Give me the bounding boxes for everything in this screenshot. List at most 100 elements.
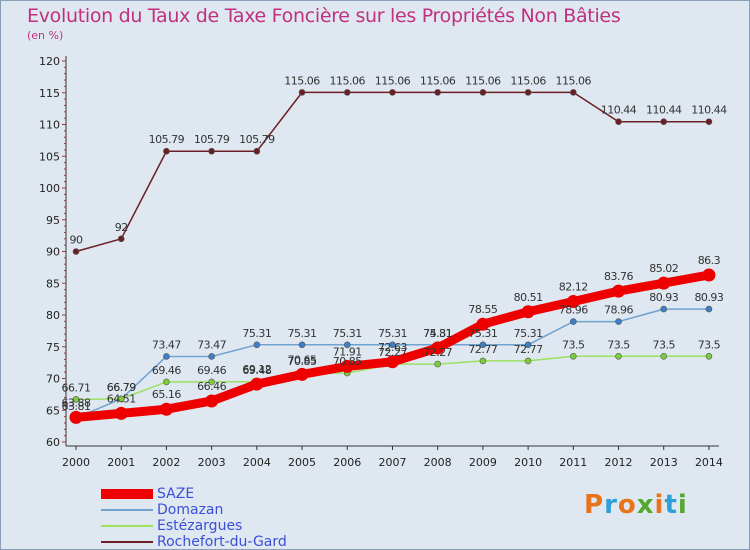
rochefort-du-gard-data-label: 105.79: [149, 133, 185, 146]
legend-item: Domazan: [101, 501, 224, 518]
chart-title: Evolution du Taux de Taxe Foncière sur l…: [27, 5, 621, 27]
rochefort-du-gard-point: [163, 147, 170, 155]
logo-letter: i: [654, 490, 665, 520]
domazan-point: [524, 341, 532, 349]
rochefort-du-gard-data-label: 115.06: [330, 74, 366, 87]
domazan-data-label: 73.47: [197, 338, 226, 351]
rochefort-du-gard-data-label: 90: [70, 234, 83, 247]
y-tick-label: 90: [46, 246, 60, 259]
y-tick-label: 115: [39, 87, 60, 100]
saze-data-label: 69.12: [242, 363, 271, 376]
saze-data-label: 83.76: [604, 270, 633, 283]
rochefort-du-gard-data-label: 110.44: [601, 104, 637, 117]
rochefort-du-gard-point: [660, 118, 668, 126]
domazan-data-label: 78.96: [604, 304, 633, 317]
domazan-data-label: 75.31: [288, 327, 317, 340]
estezargues-point: [479, 357, 487, 365]
legend-swatch: [101, 540, 153, 543]
x-tick-label: 2012: [605, 456, 633, 469]
saze-data-label: 70.65: [288, 353, 317, 366]
estezargues-data-label: 69.46: [197, 364, 226, 377]
saze-data-label: 71.91: [333, 345, 362, 358]
x-tick-label: 2007: [378, 456, 406, 469]
estezargues-point: [163, 378, 170, 386]
x-tick-label: 2001: [107, 456, 135, 469]
saze-point: [431, 341, 445, 355]
rochefort-du-gard-data-label: 115.06: [510, 74, 546, 87]
rochefort-du-gard-point: [524, 89, 532, 96]
y-tick-label: 75: [46, 341, 60, 354]
rochefort-du-gard-point: [253, 147, 261, 155]
saze-data-label: 80.51: [514, 291, 543, 304]
rochefort-du-gard-point: [479, 89, 487, 96]
y-tick-label: 70: [46, 373, 60, 386]
legend-item: Estézargues: [101, 517, 243, 534]
x-tick-label: 2004: [243, 456, 271, 469]
rochefort-du-gard-point: [434, 89, 441, 96]
rochefort-du-gard-data-label: 105.79: [239, 133, 275, 146]
domazan-point: [163, 353, 170, 360]
domazan-data-label: 75.31: [514, 327, 543, 340]
saze-data-label: 86.3: [698, 254, 721, 267]
saze-data-label: 66.46: [197, 380, 226, 393]
y-tick-label: 105: [39, 150, 60, 163]
rochefort-du-gard-point: [72, 248, 80, 255]
saze-point: [612, 284, 626, 298]
domazan-point: [660, 305, 668, 313]
y-tick-label: 95: [46, 214, 60, 227]
saze-point: [114, 406, 128, 420]
logo-letter: x: [636, 490, 655, 520]
domazan-data-label: 80.93: [649, 291, 678, 304]
estezargues-point: [570, 352, 577, 360]
estezargues-data-label: 69.46: [152, 364, 181, 377]
y-tick-label: 120: [39, 55, 60, 68]
rochefort-du-gard-point: [389, 89, 396, 96]
saze-point: [566, 295, 580, 309]
domazan-point: [208, 353, 215, 360]
estezargues-data-label: 73.5: [698, 338, 721, 351]
x-tick-label: 2014: [695, 456, 723, 469]
rochefort-du-gard-point: [570, 89, 577, 96]
legend-item: Rochefort-du-Gard: [101, 534, 287, 550]
estezargues-data-label: 66.79: [107, 381, 136, 394]
estezargues-point: [705, 352, 713, 360]
rochefort-du-gard-data-label: 115.06: [465, 74, 501, 87]
rochefort-du-gard-data-label: 110.44: [691, 104, 727, 117]
series-layer: [69, 89, 716, 424]
legend-label: Estézargues: [157, 517, 243, 534]
saze-point: [385, 355, 399, 369]
rochefort-du-gard-data-label: 115.06: [284, 74, 320, 87]
unit-label: (en %): [27, 29, 64, 42]
data-labels: 90 92 105.79 105.79 105.79 115.06 115.06 115.06…: [62, 74, 728, 412]
axes: 60 65 70 75 80 85 90 95 100 105 110 115 120 2000 2001 2…: [39, 55, 723, 469]
domazan-data-label: 75.31: [378, 327, 407, 340]
y-tick-label: 100: [39, 182, 60, 195]
rochefort-du-gard-data-label: 115.06: [556, 74, 592, 87]
legend-label: Domazan: [157, 501, 224, 518]
logo-letter: o: [617, 490, 637, 520]
domazan-point: [570, 318, 577, 325]
rochefort-du-gard-point: [117, 235, 125, 243]
estezargues-point: [72, 396, 80, 403]
estezargues-point: [208, 378, 215, 386]
domazan-point: [343, 341, 351, 349]
logo-letter: r: [604, 490, 618, 520]
x-tick-label: 2000: [62, 456, 90, 469]
saze-point: [657, 276, 671, 290]
logo-letter: t: [664, 490, 678, 520]
estezargues-point: [434, 360, 441, 368]
domazan-point: [389, 341, 396, 349]
rochefort-du-gard-data-label: 115.06: [375, 74, 411, 87]
saze-data-label: 74.81: [423, 327, 452, 340]
y-tick-label: 80: [46, 309, 60, 322]
saze-point: [476, 317, 490, 331]
estezargues-data-label: 72.27: [423, 346, 452, 359]
domazan-point: [615, 318, 622, 325]
domazan-data-label: 75.31: [242, 327, 271, 340]
rochefort-du-gard-point: [298, 89, 306, 96]
estezargues-data-label: 73.5: [562, 338, 585, 351]
estezargues-data-label: 73.5: [652, 338, 675, 351]
saze-point: [69, 410, 83, 424]
estezargues-point: [660, 352, 668, 360]
rochefort-du-gard-point: [615, 118, 622, 126]
